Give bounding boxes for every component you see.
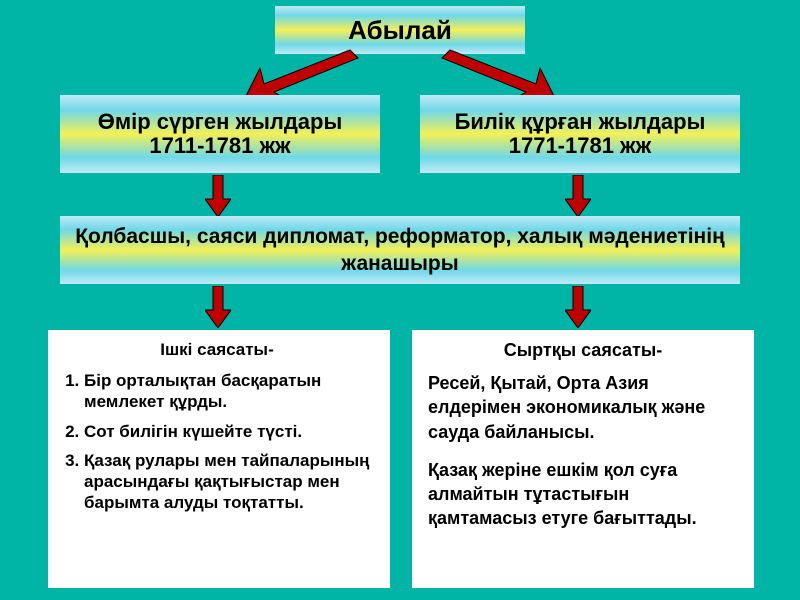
- description-box: Қолбасшы, саяси дипломат, реформатор, ха…: [60, 216, 740, 284]
- external-para: Қазақ жеріне ешкім қол суға алмайтын тұт…: [428, 458, 738, 531]
- external-title: Сыртқы саясаты-: [428, 340, 738, 361]
- arrow-top-right: [440, 48, 560, 98]
- arrow-mid-right: [565, 175, 591, 217]
- rule-years-box: Билік құрған жылдары 1771-1781 жж: [420, 95, 740, 173]
- internal-list: Бір орталықтан басқаратын мемлекет құрды…: [58, 370, 376, 514]
- arrow-top-left: [240, 48, 360, 98]
- internal-policy-box: Ішкі саясаты- Бір орталықтан басқаратын …: [48, 330, 390, 588]
- description-text: Қолбасшы, саяси дипломат, реформатор, ха…: [60, 223, 740, 278]
- life-line1: Өмір сүрген жылдары: [98, 110, 343, 134]
- external-policy-box: Сыртқы саясаты- Ресей, Қытай, Орта Азия …: [412, 330, 754, 588]
- arrow-low-right: [565, 286, 591, 328]
- external-para: Ресей, Қытай, Орта Азия елдерімен эконом…: [428, 371, 738, 444]
- internal-item: Сот билігін күшейте түсті.: [84, 421, 376, 442]
- title-text: Абылай: [348, 15, 452, 46]
- internal-item: Қазақ рулары мен тайпаларының арасындағы…: [84, 450, 376, 514]
- rule-line2: 1771-1781 жж: [509, 134, 652, 158]
- life-years-box: Өмір сүрген жылдары 1711-1781 жж: [60, 95, 380, 173]
- internal-title: Ішкі саясаты-: [58, 340, 376, 360]
- title-box: Абылай: [275, 6, 525, 54]
- rule-line1: Билік құрған жылдары: [455, 110, 706, 134]
- life-line2: 1711-1781 жж: [149, 134, 290, 158]
- arrow-low-left: [205, 286, 231, 328]
- internal-item: Бір орталықтан басқаратын мемлекет құрды…: [84, 370, 376, 413]
- arrow-mid-left: [205, 175, 231, 217]
